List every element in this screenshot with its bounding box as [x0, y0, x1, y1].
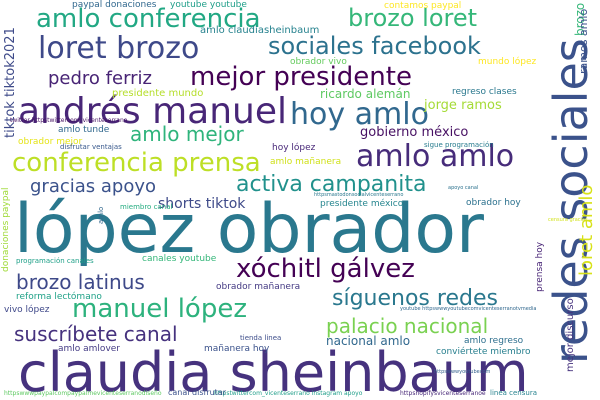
- word-obrador-hoy: obrador hoy: [466, 198, 521, 208]
- word-censura-gracias: censura gracias: [548, 217, 588, 223]
- word-apoyo-canal: apoyo canal: [448, 185, 479, 191]
- word-programacion-canales: programación canales: [16, 257, 94, 265]
- word-hoy-lopez: hoy lópez: [272, 143, 316, 153]
- word-andres-manuel: andrés manuel: [18, 91, 287, 132]
- word-amlo-amlover: amlo amlover: [58, 344, 121, 354]
- word-ramos-amlo: ramos amlo: [577, 8, 590, 74]
- word-palacio-nacional: palacio nacional: [326, 314, 489, 338]
- word-suscribete-canal: suscríbete canal: [14, 322, 178, 346]
- word-mejor-presidente: mejor presidente: [190, 62, 412, 92]
- word-amlo-regreso: amlo regreso: [464, 336, 524, 346]
- word-sociales-facebook: sociales facebook: [268, 32, 481, 60]
- word-brozo-latinus: brozo latinus: [16, 270, 145, 294]
- word-youtube-url-2: httpswwwyoutubecom: [434, 369, 491, 375]
- word-youtube-url: youtube httpswwwyoutubecomvicenteserrano…: [400, 306, 537, 312]
- word-ricardo-aleman: ricardo alemán: [320, 87, 411, 101]
- word-obrador-mananera: obrador mañanera: [216, 282, 301, 292]
- word-claudia-sheinbaum: claudia sheinbaum: [18, 341, 529, 400]
- word-brozo-loret: brozo loret: [348, 4, 478, 32]
- word-lopez-obrador: lópez obrador: [14, 190, 484, 269]
- word-siguenos-redes: síguenos redes: [332, 286, 498, 311]
- word-donaciones-paypal: donaciones paypal: [1, 187, 11, 272]
- word-amlo-claudiasheinbaum: amlo claudiasheinbaum: [200, 25, 320, 36]
- word-jorge-ramos: jorge ramos: [424, 98, 502, 113]
- word-shopify-url: httpshopifysvicenteserranoe: [400, 390, 486, 397]
- word-conferencia-prensa: conferencia prensa: [12, 148, 261, 178]
- word-amlo-conferencia: amlo conferencia: [36, 4, 261, 34]
- word-amlo-small: amlo: [97, 206, 105, 224]
- word-gracias-apoyo: gracias apoyo: [30, 176, 157, 197]
- word-mastodon-url: httpsmastodonsocialvicenteserrano: [314, 192, 404, 198]
- word-gobierno-mexico: gobierno méxico: [360, 125, 469, 140]
- word-xochitl-galvez: xóchitl gálvez: [236, 254, 415, 284]
- word-youtube-youtube: youtube youtube: [170, 0, 247, 10]
- word-disfrutar-ventajas: disfrutar ventajas: [60, 143, 122, 151]
- word-reforma-lectomano: reforma lectómano: [16, 292, 102, 302]
- word-linea-censura: linea censura: [490, 389, 537, 397]
- word-sigue-programacion: sigue programación: [424, 141, 494, 149]
- word-nacional-amlo: nacional amlo: [326, 334, 411, 348]
- word-conviertete-miembro: conviértete miembro: [436, 347, 531, 357]
- word-mundo-lopez: mundo lópez: [478, 57, 537, 67]
- word-twitter-url: twitter httpstwittercom_vicenteserrano: [10, 117, 128, 124]
- word-paypal-url: httpswwwpaypalcompaypalmevicenteserranod…: [4, 390, 162, 397]
- word-loret-brozo: loret brozo: [38, 31, 200, 66]
- word-tienda-linea: tienda linea: [240, 334, 282, 342]
- word-canales-youtube: canales youtube: [142, 254, 217, 264]
- word-canal-disfrutar: canal disfrutar: [168, 388, 227, 397]
- word-regreso-clases: regreso clases: [452, 87, 517, 97]
- word-amlo-mejor: amlo mejor: [130, 122, 244, 146]
- word-shorts-tiktok: shorts tiktok: [158, 196, 246, 212]
- word-instagram-url: httpstwittercom_vicenteserrano instagram…: [214, 390, 363, 397]
- word-mejor-discurso: mejor discurso: [565, 298, 576, 372]
- word-prensa-hoy: prensa hoy: [535, 241, 545, 292]
- word-amlo-tunde: amlo tunde: [58, 125, 110, 135]
- word-activa-campanita: activa campanita: [236, 172, 427, 197]
- word-obrador-mejor: obrador mejor: [18, 137, 83, 147]
- word-pedro-ferriz: pedro ferriz: [48, 68, 153, 89]
- word-loret-amlo: loret amlo: [576, 184, 597, 276]
- word-amlo-mananera: amlo mañanera: [270, 157, 342, 167]
- word-obrador-vivo: obrador vivo: [290, 57, 347, 67]
- word-contamos-paypal: contamos paypal: [384, 1, 462, 11]
- word-manuel-lopez: manuel lópez: [72, 294, 247, 324]
- word-paypal-donaciones: paypal donaciones: [72, 0, 157, 10]
- word-vivo-lopez: vivo lópez: [4, 305, 50, 315]
- word-miembro-canal: miembro canal: [120, 203, 173, 211]
- word-presidente-mexico: presidente méxico: [320, 199, 404, 209]
- word-presidente-mundo: presidente mundo: [112, 88, 204, 99]
- word-mananera-hoy: mañanera hoy: [204, 344, 270, 354]
- word-hoy-amlo: hoy amlo: [290, 97, 429, 132]
- word-amlo-amlo: amlo amlo: [356, 139, 515, 174]
